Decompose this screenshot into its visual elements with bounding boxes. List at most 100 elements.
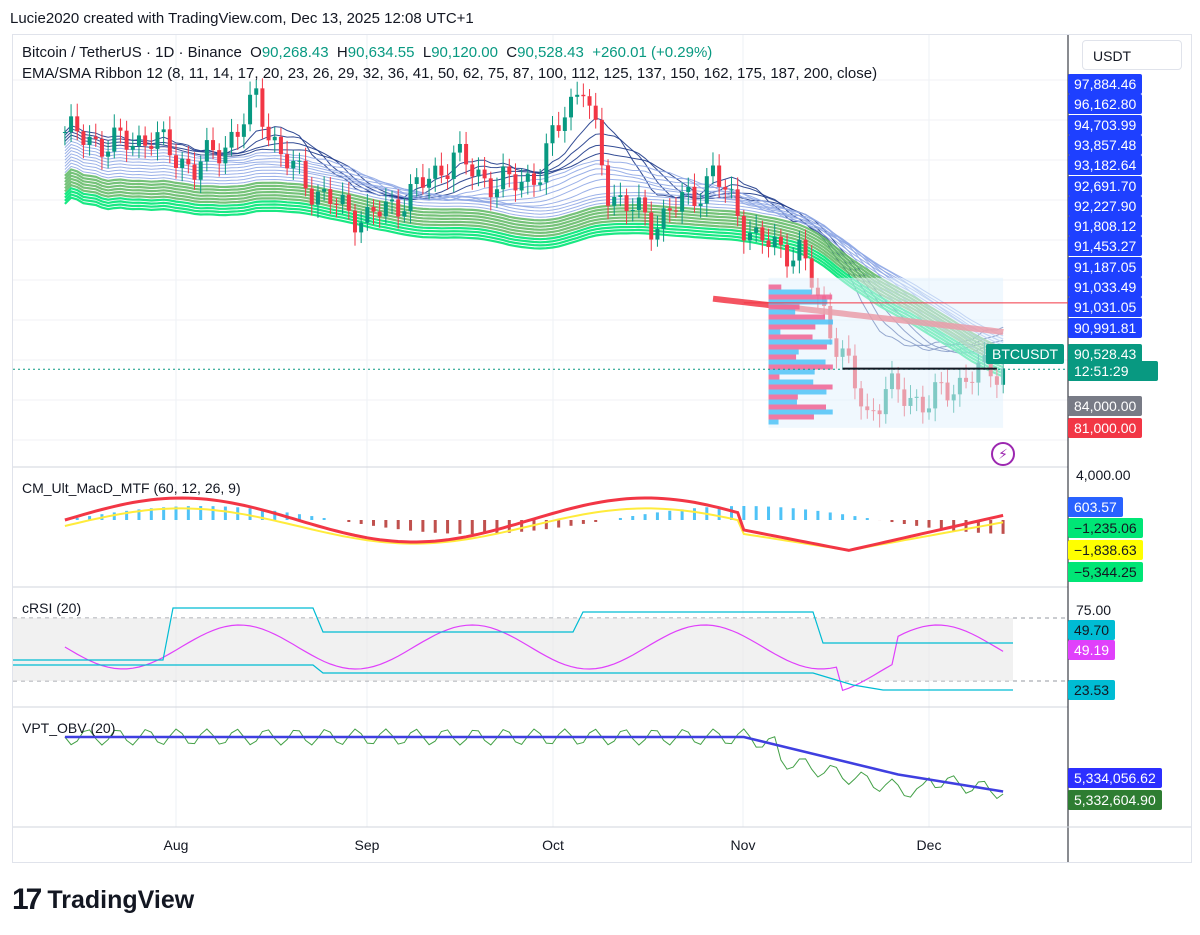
macd-histogram-bar [396,520,400,530]
ribbon-line [64,180,1004,362]
candle-body [766,240,771,247]
volume-profile-bar [768,319,834,325]
candle-body [174,155,178,168]
candle-body [352,210,357,233]
candle-body [457,143,462,153]
candle-body [470,164,475,177]
chart-area[interactable]: Aug Sep Oct Nov Dec ⚡ [12,34,1192,863]
volume-profile-bar [768,364,833,370]
candle-body [630,209,635,212]
ribbon-price-tag: 91,187.05 [1068,256,1143,277]
ribbon-line [64,147,1004,355]
alert-flash-glyph: ⚡ [998,446,1008,462]
candle-body [433,165,438,179]
macd-histogram-bar [853,516,857,520]
macd-histogram-bar [668,510,672,520]
candle-body [723,186,728,190]
volume-profile-bar [768,324,816,330]
candle-body [254,88,259,95]
ribbon-line [64,156,1004,337]
candle-body [735,189,740,217]
ribbon-price-tag: 97,884.46 [1068,74,1143,94]
candle-body [272,136,277,141]
candle-body [704,176,709,204]
volume-profile-bar [768,409,833,415]
candle-body [396,199,401,217]
crsi-upper-line [13,607,1013,661]
candle-body [291,160,296,169]
candle-body [167,129,172,156]
candle-body [556,125,561,131]
candle-body [710,165,715,177]
candle-body [285,154,290,169]
candle-body [223,147,228,164]
volume-profile-bar [768,394,798,400]
candle-body [587,96,592,106]
symbol-legend: Bitcoin / TetherUS · 1D · Binance O90,26… [22,44,712,61]
macd-tag-green2: −5,344.25 [1068,562,1143,582]
candle-body [124,130,129,150]
candle-body [464,143,469,165]
volume-profile-bar [768,289,812,295]
candle-body [204,140,209,162]
macd-histogram-bar [791,508,795,520]
candle-body [241,124,246,137]
currency-unit-selector[interactable]: USDT [1082,40,1182,70]
volume-profile-bar [768,304,800,310]
crsi-lower-line [13,664,1013,691]
candle-body [130,145,135,150]
crsi-axis-top: 75.00 [1076,602,1112,618]
candle-body [754,227,759,233]
macd-histogram-bar [680,509,684,520]
ribbon-line [64,159,1004,340]
macd-tag-green1: −1,235.06 [1068,518,1143,538]
candle-body [686,186,691,193]
candle-body [717,165,722,187]
level-red-tag: 81,000.00 [1068,418,1143,438]
candle-body [569,96,574,118]
volume-profile-bar [768,329,781,335]
volume-profile-bar [768,404,827,410]
macd-histogram-bar [618,517,622,520]
ribbon-price-tag: 90,991.81 [1068,317,1143,338]
candle-body [198,161,203,180]
candle-body [451,152,456,179]
ribbon-line [64,153,1004,343]
candle-body [149,145,154,149]
macd-histogram-bar [643,514,647,520]
last-price-tag: 90,528.43 [1068,344,1143,364]
ribbon-price-tag: 94,703.99 [1068,114,1143,135]
vpt-tag-green: 5,332,604.90 [1068,790,1162,810]
candle-body [143,135,148,146]
volume-profile-bar [768,419,779,425]
candle-body [427,178,432,188]
candle-body [266,126,271,141]
candle-body [772,236,777,247]
ribbon-line [64,183,1004,366]
macd-histogram-bar [828,512,832,520]
candle-body [186,158,191,165]
candle-body [692,186,697,207]
candle-body [741,216,746,241]
vpt-line [64,728,1004,800]
candle-body [217,150,222,164]
tradingview-logo[interactable]: 17 TradingView [12,880,194,920]
candle-body [797,239,802,261]
chart-svg[interactable]: Aug Sep Oct Nov Dec ⚡ [13,35,1191,862]
candle-body [538,182,543,185]
tradingview-logo-icon: 17 [12,883,42,916]
macd-histogram-bar [544,520,548,530]
volume-profile-bar [768,354,797,360]
close-value: 90,528.43 [517,44,584,61]
month-tick-label: Dec [917,837,942,853]
macd-histogram-bar [310,516,314,520]
candle-body [624,195,629,212]
candle-body [482,169,487,179]
symbol-tag: BTCUSDT [986,344,1065,364]
macd-histogram-bar [927,520,931,528]
candle-body [531,173,536,185]
candle-body [420,177,425,188]
candle-body [612,196,617,206]
macd-histogram-bar [692,508,696,520]
ribbon-line [64,171,1004,353]
